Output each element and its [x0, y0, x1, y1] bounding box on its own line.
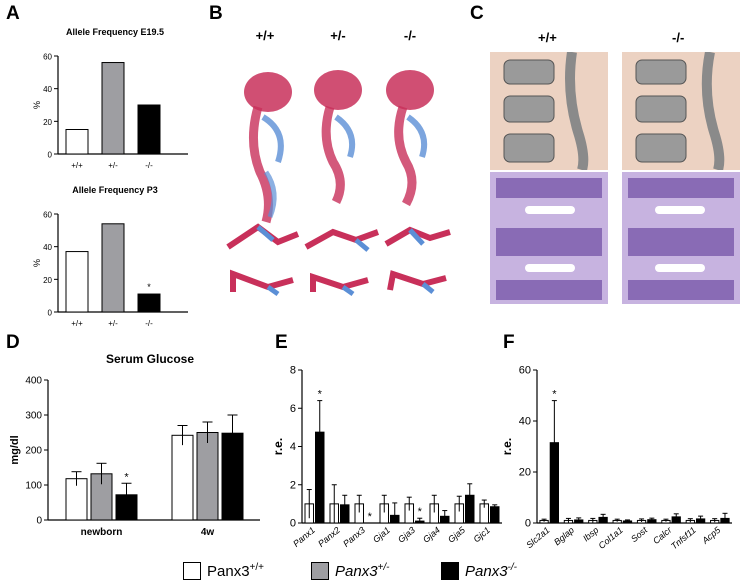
x-tick-label: -/- [145, 161, 153, 170]
y-tick-label: 0 [290, 518, 296, 530]
y-tick-label: 20 [43, 118, 52, 127]
embryo-skeleton-wt [244, 72, 292, 224]
x-tick-label: Panx3 [341, 525, 367, 549]
y-tick-label: 40 [43, 85, 52, 94]
y-tick-label: 60 [43, 53, 52, 62]
x-tick-label: -/- [145, 319, 153, 328]
legend-swatch-het [311, 562, 329, 580]
x-tick-label: Sost [629, 525, 650, 545]
chart-title: Serum Glucose [106, 352, 194, 366]
skeletal-preparation-images: +/+ +/- -/- [226, 28, 451, 297]
y-tick-label: 0 [36, 516, 42, 527]
y-tick-label: 20 [519, 467, 531, 479]
x-tick-label: +/+ [71, 319, 83, 328]
x-tick-label: Col1a1 [597, 525, 625, 551]
embryo-skeleton-het [314, 70, 362, 205]
y-tick-label: 2 [290, 479, 296, 491]
panel-letter-b: B [209, 3, 223, 24]
genotype-label-wt: +/+ [256, 28, 275, 43]
y-axis-label: mg/dl [9, 435, 21, 464]
x-tick-label: Gja3 [396, 525, 417, 545]
bar [196, 432, 219, 521]
histology-genotype-label-wt: +/+ [538, 30, 557, 45]
bar [171, 434, 194, 521]
he-stained-sections [490, 172, 740, 304]
x-tick-label: Bglap [552, 525, 576, 547]
y-tick-label: 8 [290, 365, 296, 377]
legend-label-het: Panx3+/- [335, 562, 390, 580]
significance-marker: * [124, 471, 129, 483]
y-tick-label: 200 [25, 446, 42, 457]
significance-marker: * [418, 506, 423, 518]
legend-swatch-ko [441, 562, 459, 580]
panel-letter-c: C [470, 3, 484, 24]
y-tick-label: 6 [290, 403, 296, 415]
y-axis-label: r.e. [271, 438, 285, 455]
genotype-label-het: +/- [330, 28, 346, 43]
genotype-legend: Panx3+/+ Panx3+/- Panx3-/- [183, 560, 603, 582]
bar [137, 104, 161, 155]
significance-marker: * [368, 511, 373, 523]
significance-marker: * [147, 282, 151, 292]
y-tick-label: 0 [525, 518, 531, 530]
y-axis-label: % [32, 101, 42, 109]
allele-frequency-e19-chart: 0 20 40 60% Allele Frequency E19.5 +/+ +/- -/- [32, 27, 188, 170]
x-tick-label: 4w [201, 527, 215, 538]
y-tick-label: 0 [48, 309, 53, 318]
limb-preparations [226, 223, 451, 297]
legend-item-het: Panx3+/- [311, 562, 390, 580]
x-tick-label: Gja1 [371, 525, 392, 545]
legend-item-wt: Panx3+/+ [183, 562, 264, 580]
x-tick-label: Gja5 [446, 524, 468, 545]
y-tick-label: 60 [519, 365, 531, 377]
x-tick-label: +/- [108, 161, 118, 170]
von-kossa-sections [490, 52, 740, 170]
bar [101, 62, 125, 155]
bar [101, 223, 125, 313]
x-tick-label: +/+ [71, 161, 83, 170]
serum-glucose-chart: 0 100 200 300 400 mg/dl Serum Glucose * newborn 4… [9, 352, 260, 538]
x-tick-label: Gja4 [421, 525, 442, 545]
panel-letter-f: F [503, 332, 515, 353]
y-tick-label: 300 [25, 411, 42, 422]
genotype-label-ko: -/- [404, 28, 416, 43]
y-tick-label: 60 [43, 211, 52, 220]
bar [65, 251, 89, 313]
y-tick-label: 100 [25, 481, 42, 492]
x-tick-label: +/- [108, 319, 118, 328]
x-tick-label: Ibsp [581, 525, 600, 544]
x-tick-label: Tnfsf11 [669, 525, 698, 552]
y-tick-label: 20 [43, 276, 52, 285]
x-tick-label: newborn [81, 527, 123, 538]
y-tick-label: 40 [519, 416, 531, 428]
legend-item-ko: Panx3-/- [441, 562, 517, 580]
histology-genotype-label-ko: -/- [672, 30, 685, 45]
allele-frequency-p3-chart: 0 20 40 60% Allele Frequency P3 +/+ +/- -/- * [32, 185, 188, 328]
embryo-skeleton-ko [386, 70, 434, 207]
y-axis-label: r.e. [500, 438, 514, 455]
y-tick-label: 40 [43, 243, 52, 252]
legend-swatch-wt [183, 562, 201, 580]
panel-letter-d: D [6, 332, 20, 353]
legend-label-ko: Panx3-/- [465, 562, 517, 580]
significance-marker: * [552, 389, 557, 401]
y-tick-label: 400 [25, 376, 42, 387]
panel-letter-a: A [6, 3, 20, 24]
x-tick-label: Panx2 [316, 525, 342, 549]
y-axis-label: % [32, 259, 42, 267]
panel-letter-e: E [275, 332, 288, 353]
x-tick-label: Gjc1 [471, 525, 492, 545]
x-tick-label: Acp5 [699, 524, 723, 546]
y-tick-label: 4 [290, 441, 296, 453]
bar [65, 129, 89, 155]
chart-title: Allele Frequency E19.5 [66, 27, 164, 37]
significance-marker: * [318, 389, 323, 401]
chart-title: Allele Frequency P3 [72, 185, 158, 195]
bar [137, 293, 161, 313]
legend-label-wt: Panx3+/+ [207, 562, 265, 580]
y-tick-label: 0 [48, 151, 53, 160]
